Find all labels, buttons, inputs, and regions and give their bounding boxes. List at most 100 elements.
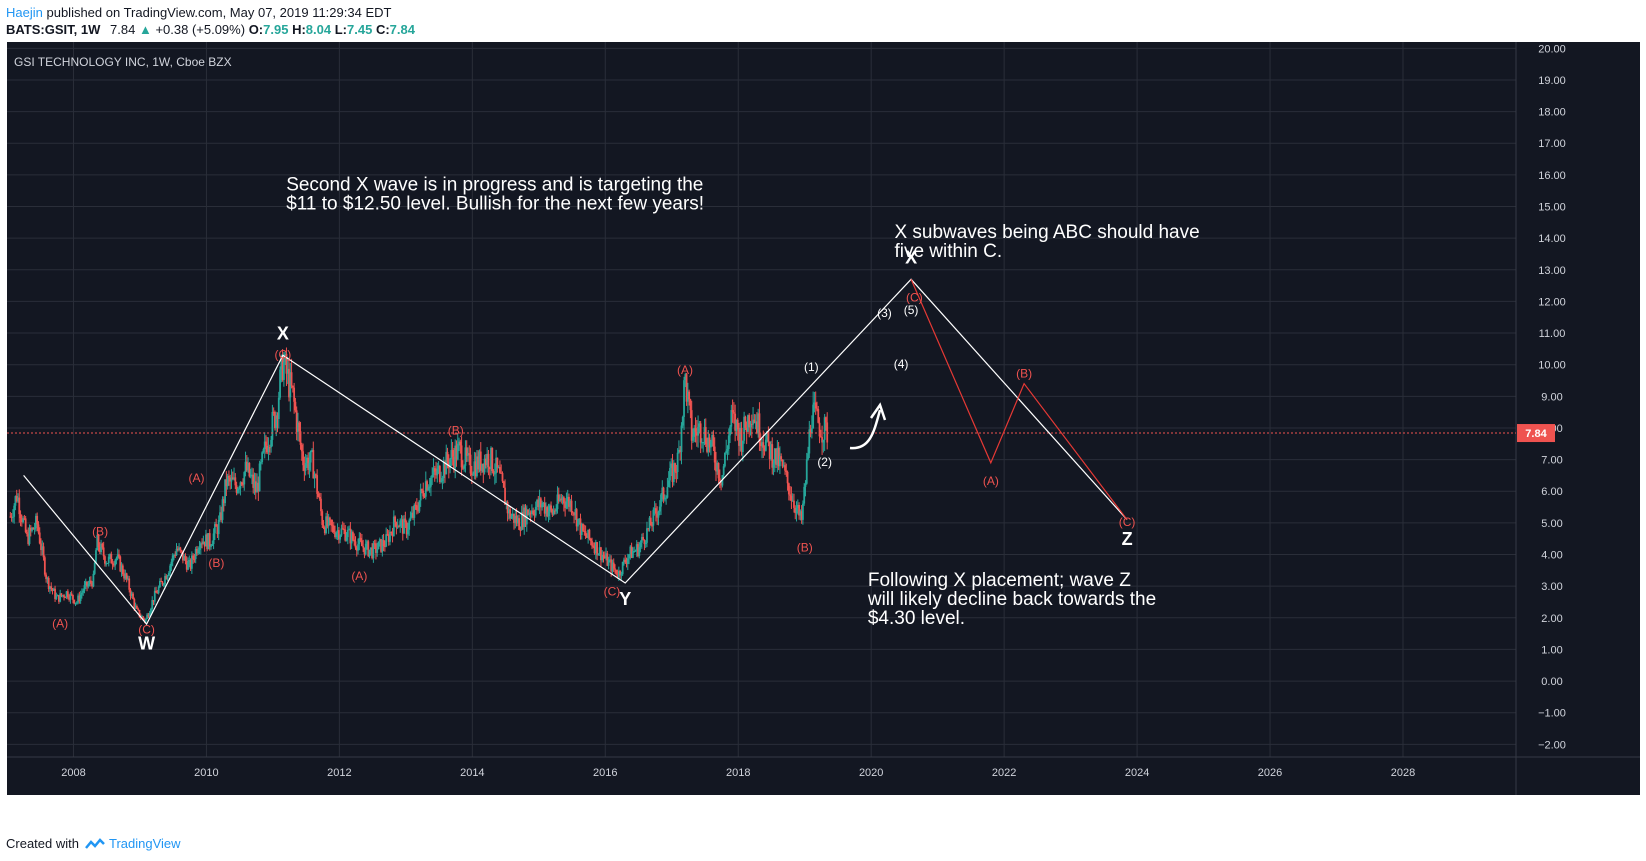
candle-body (155, 590, 157, 593)
candle-body (724, 452, 726, 467)
candle-body (87, 584, 90, 587)
candle-body (473, 461, 476, 475)
y-tick-label: 5.00 (1541, 518, 1562, 530)
candle-body (212, 533, 215, 545)
candle-body (120, 565, 123, 572)
candle-body (74, 602, 77, 604)
candle-body (284, 353, 287, 363)
candle-body (468, 453, 471, 455)
candle-body (37, 524, 40, 533)
candle-body (127, 578, 129, 580)
candle-body (262, 449, 265, 453)
x-tick-label: 2024 (1125, 767, 1149, 779)
candle-body (88, 580, 91, 585)
price-axis[interactable]: −2.00 −1.00 0.00 1.00 2.00 3.00 4.00 5.00 6.00 7.… (1517, 43, 1566, 751)
candle-body (661, 487, 664, 495)
candle-body (537, 499, 540, 508)
candle-body (130, 593, 133, 597)
candle-body (596, 542, 599, 556)
y-tick-label: 12.00 (1538, 296, 1566, 308)
candle-body (414, 504, 417, 506)
candle-body (410, 512, 413, 518)
candle-body (23, 518, 26, 520)
candle-body (236, 488, 239, 493)
candle-body (97, 535, 100, 548)
candle-body (169, 565, 172, 573)
candle-body (444, 462, 446, 475)
candle-body (546, 507, 549, 517)
candle-body (476, 456, 478, 477)
candle-body (450, 450, 453, 460)
candle-body (630, 546, 633, 558)
candle-body (628, 554, 630, 559)
candle-body (566, 496, 569, 502)
candle-body (219, 512, 221, 520)
candle-body (234, 477, 237, 486)
candle-body (173, 555, 175, 557)
candle-body (54, 588, 56, 599)
candle-body (665, 497, 668, 499)
candle-body (701, 442, 703, 444)
author-link[interactable]: Haejin (6, 5, 43, 20)
candle-body (321, 511, 324, 525)
candle-body (170, 561, 173, 566)
candle-body (358, 537, 361, 545)
candle-body (129, 589, 132, 597)
candle-body (289, 372, 292, 398)
candle-body (608, 559, 611, 561)
candle-body (56, 595, 59, 597)
y-tick-label: 1.00 (1541, 644, 1562, 656)
candle-body (254, 481, 257, 493)
candle-body (731, 410, 734, 413)
candle-body (614, 568, 616, 570)
wave-label: (C) (906, 290, 923, 304)
candle-body (776, 447, 779, 465)
candle-body (685, 374, 688, 402)
candle-body (486, 453, 489, 466)
candle-body (277, 397, 280, 420)
x-tick-label: 2020 (859, 767, 883, 779)
candle-body (405, 522, 408, 535)
tradingview-brand[interactable]: TradingView (108, 836, 181, 851)
candle-body (295, 410, 298, 432)
candle-body (381, 539, 384, 552)
time-axis[interactable]: 2008 2010 2012 2014 2016 2018 2020 2022 2024 2026… (61, 767, 1415, 779)
candle-body (798, 505, 800, 516)
candle-body (514, 515, 517, 523)
candle-body (51, 588, 54, 591)
candle-body (601, 555, 604, 561)
candle-body (350, 532, 353, 544)
candle-body (336, 530, 339, 533)
candle-body (399, 520, 402, 527)
candle-body (658, 506, 661, 512)
candle-body (532, 510, 535, 514)
price-axis-background (1516, 42, 1640, 795)
candle-body (545, 507, 547, 514)
candle-body (187, 561, 189, 570)
candle-body (474, 461, 477, 477)
candle-body (680, 425, 683, 453)
candle-body (194, 548, 197, 560)
candle-body (826, 422, 829, 443)
candle-body (603, 556, 606, 558)
candle-body (205, 534, 207, 547)
y-tick-label: 4.00 (1541, 550, 1562, 562)
candle-body (162, 584, 165, 586)
candle-body (698, 423, 701, 427)
candle-body (423, 496, 426, 498)
candle-body (768, 441, 771, 460)
candle-body (64, 597, 67, 599)
candle-body (619, 570, 622, 576)
candle-body (167, 572, 170, 576)
candle-body (385, 534, 388, 547)
candle-body (257, 482, 260, 492)
candle-body (747, 415, 749, 432)
candle-body (492, 471, 495, 475)
candle-body (754, 421, 757, 424)
candle-body (669, 467, 671, 481)
candle-body (325, 516, 327, 534)
candle-body (165, 576, 168, 580)
candle-body (631, 551, 634, 558)
candle-body (95, 550, 97, 563)
